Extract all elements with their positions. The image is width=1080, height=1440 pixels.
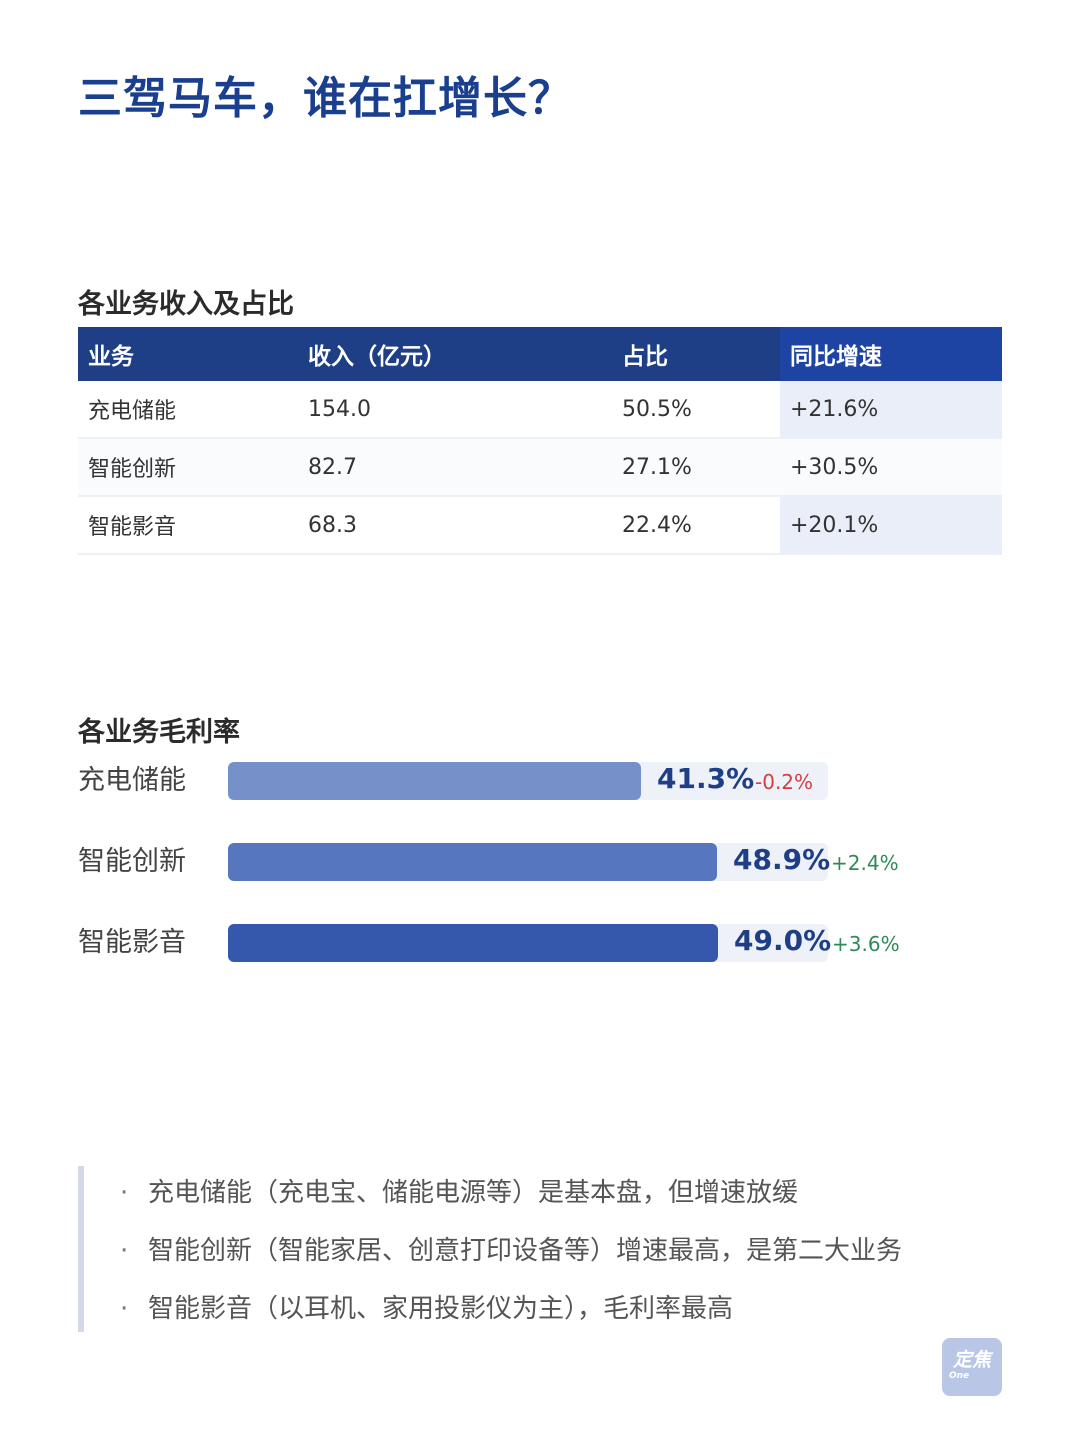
- table-row: 智能创新 82.7 27.1% +30.5%: [78, 438, 1002, 497]
- cell-business: 智能影音: [78, 496, 298, 555]
- bar-value-label: 49.0%: [734, 924, 832, 957]
- cell-business: 充电储能: [78, 381, 298, 439]
- cell-revenue: 154.0: [298, 381, 612, 439]
- bar-change-label: +2.4%: [831, 851, 899, 875]
- bar-value-label: 48.9%: [733, 843, 831, 876]
- bar-fill: [228, 924, 718, 962]
- cell-yoy-growth: +20.1%: [780, 496, 1002, 555]
- bar-fill: [228, 762, 641, 800]
- cell-business: 智能创新: [78, 438, 298, 497]
- bullet-icon: ·: [120, 1294, 129, 1324]
- notes-list: · 充电储能（充电宝、储能电源等）是基本盘，但增速放缓 · 智能创新（智能家居、创意…: [78, 1166, 1004, 1332]
- table-header-row: 业务 收入（亿元） 占比 同比增速: [78, 327, 1002, 381]
- cell-revenue: 68.3: [298, 496, 612, 555]
- bar-label: 智能影音: [78, 927, 186, 958]
- column-header-business: 业务: [78, 327, 298, 381]
- note-item: · 充电储能（充电宝、储能电源等）是基本盘，但增速放缓: [120, 1172, 798, 1209]
- column-header-yoy-growth: 同比增速: [780, 327, 1002, 381]
- gross-margin-row: 充电储能 41.3% -0.2%: [78, 760, 978, 800]
- logo-main-text: 定焦: [952, 1349, 991, 1371]
- bullet-icon: ·: [120, 1178, 129, 1208]
- bullet-icon: ·: [120, 1236, 129, 1266]
- cell-yoy-growth: +21.6%: [780, 381, 1002, 439]
- bar-value-label: 41.3%: [657, 762, 755, 795]
- bar-fill: [228, 843, 717, 881]
- cell-revenue: 82.7: [298, 438, 612, 497]
- note-text: 充电储能（充电宝、储能电源等）是基本盘，但增速放缓: [148, 1178, 799, 1208]
- table-row: 充电储能 154.0 50.5% +21.6%: [78, 381, 1002, 439]
- note-text: 智能创新（智能家居、创意打印设备等）增速最高，是第二大业务: [148, 1236, 903, 1266]
- gross-margin-row: 智能创新 48.9% +2.4%: [78, 841, 978, 881]
- bar-label: 充电储能: [78, 765, 186, 796]
- note-text: 智能影音（以耳机、家用投影仪为主），毛利率最高: [148, 1294, 734, 1324]
- note-item: · 智能创新（智能家居、创意打印设备等）增速最高，是第二大业务: [120, 1230, 902, 1267]
- note-item: · 智能影音（以耳机、家用投影仪为主），毛利率最高: [120, 1288, 733, 1325]
- bar-change-label: +3.6%: [832, 932, 900, 956]
- cell-yoy-growth: +30.5%: [780, 438, 1002, 497]
- revenue-table: 业务 收入（亿元） 占比 同比增速 充电储能 154.0 50.5% +21.6…: [78, 327, 1002, 555]
- table-row: 智能影音 68.3 22.4% +20.1%: [78, 496, 1002, 555]
- column-header-revenue: 收入（亿元）: [298, 327, 612, 381]
- gross-margin-title: 各业务毛利率: [78, 717, 240, 748]
- bar-label: 智能创新: [78, 846, 186, 877]
- cell-share: 27.1%: [612, 438, 780, 497]
- logo-sub-text: One: [949, 1371, 970, 1381]
- brand-logo: 定焦 One: [942, 1338, 1002, 1396]
- page-title: 三驾马车，谁在扛增长？: [78, 73, 573, 124]
- revenue-table-title: 各业务收入及占比: [78, 289, 294, 320]
- cell-share: 50.5%: [612, 381, 780, 439]
- column-header-share: 占比: [612, 327, 780, 381]
- cell-share: 22.4%: [612, 496, 780, 555]
- bar-change-label: -0.2%: [755, 770, 814, 794]
- gross-margin-row: 智能影音 49.0% +3.6%: [78, 922, 978, 962]
